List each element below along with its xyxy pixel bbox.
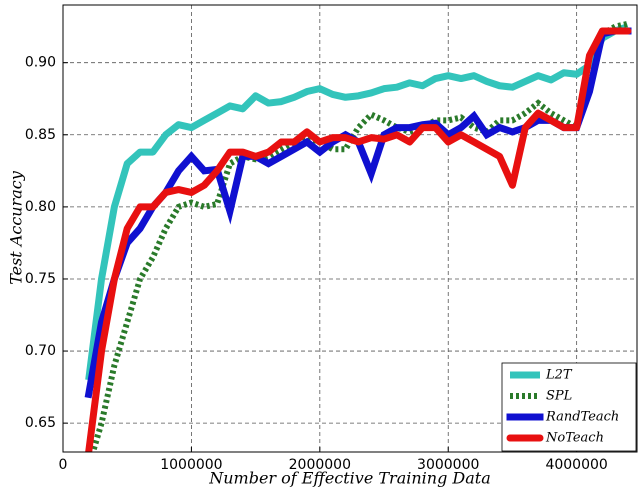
y-tick-label: 0.80 [25, 199, 56, 215]
x-tick-label: 1000000 [160, 457, 222, 473]
legend-label: NoTeach [545, 431, 604, 446]
y-axis-label: Test Accuracy [7, 170, 26, 285]
series-line [89, 20, 629, 452]
legend-label: RandTeach [545, 410, 619, 425]
legend: L2T SPL RandTeach NoTeach [501, 362, 637, 452]
y-tick-label: 0.85 [25, 127, 56, 143]
x-tick-label: 4000000 [545, 457, 607, 473]
plot-frame [62, 4, 638, 453]
x-axis-label: Number of Effective Training Data [208, 469, 491, 488]
ticks: 0 1000000 2000000 3000000 4000000 0.65 0.70 0.7… [25, 55, 608, 473]
y-tick-label: 0.90 [25, 55, 56, 71]
legend-label: L2T [545, 368, 573, 383]
y-tick-label: 0.70 [25, 343, 56, 359]
x-tick-label: 0 [59, 457, 68, 473]
y-tick-label: 0.65 [25, 415, 56, 431]
x-tick-label: 2000000 [289, 457, 351, 473]
legend-label: SPL [546, 389, 572, 404]
x-tick-label: 3000000 [417, 457, 479, 473]
plot-lines [84, 20, 632, 452]
series-line [85, 23, 630, 381]
y-tick-label: 0.75 [25, 271, 56, 287]
series-line [85, 27, 632, 452]
